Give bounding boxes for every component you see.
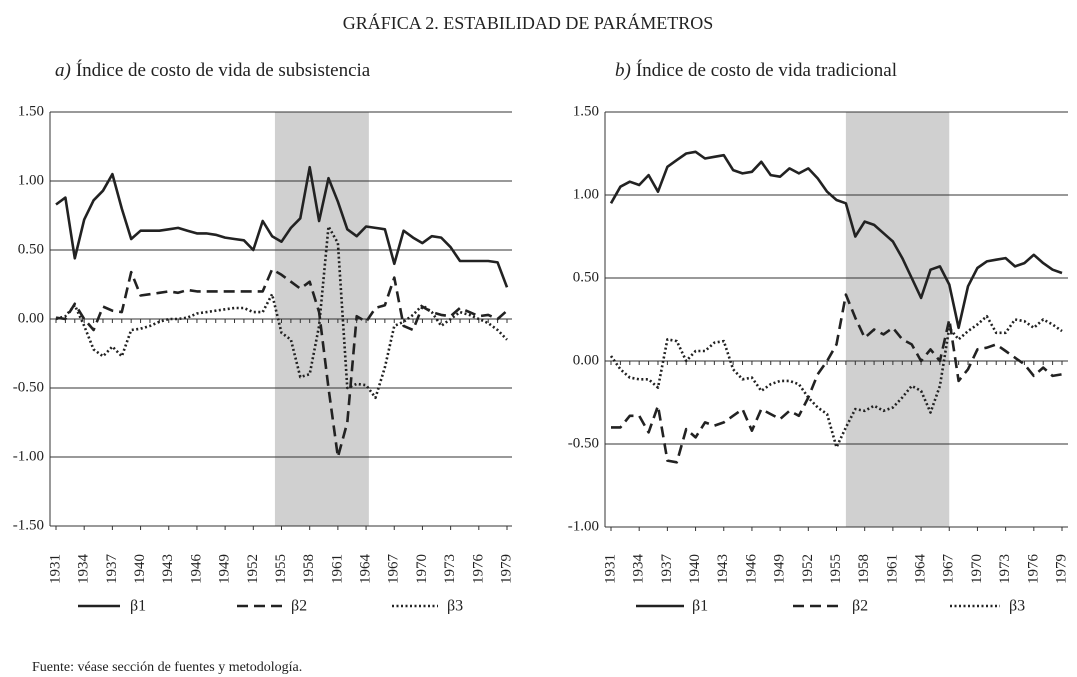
x-tick-label: 1979 bbox=[1053, 554, 1069, 584]
x-tick-label: 1961 bbox=[329, 554, 345, 584]
y-tick-label: -1.50 bbox=[13, 517, 44, 533]
y-tick-label: 0.00 bbox=[18, 310, 44, 326]
y-tick-label: -0.50 bbox=[568, 435, 599, 451]
x-tick-label: 1967 bbox=[941, 554, 957, 585]
x-tick-label: 1976 bbox=[1025, 554, 1041, 585]
x-tick-label: 1973 bbox=[997, 554, 1013, 584]
y-tick-label: 1.00 bbox=[573, 186, 599, 202]
chart-title: b) Índice de costo de vida tradicional bbox=[615, 59, 897, 81]
x-tick-label: 1946 bbox=[743, 554, 759, 585]
y-tick-label: 1.50 bbox=[18, 103, 44, 119]
legend-label: β2 bbox=[852, 598, 868, 615]
panel-title: Índice de costo de vida de subsistencia bbox=[76, 59, 371, 81]
series-line bbox=[55, 225, 508, 399]
main-title: GRÁFICA 2. ESTABILIDAD DE PARÁMETROS bbox=[343, 12, 713, 33]
x-tick-label: 1979 bbox=[498, 554, 514, 584]
legend-label: β3 bbox=[1009, 598, 1025, 615]
x-tick-label: 1964 bbox=[913, 554, 929, 585]
x-tick-label: 1958 bbox=[856, 554, 872, 584]
x-tick-label: 1934 bbox=[76, 554, 92, 585]
chart-title: a) Índice de costo de vida de subsistenci… bbox=[55, 59, 371, 81]
y-tick-label: -0.50 bbox=[13, 379, 44, 395]
x-tick-label: 1934 bbox=[631, 554, 647, 585]
x-tick-label: 1937 bbox=[659, 554, 675, 585]
x-tick-label: 1961 bbox=[884, 554, 900, 584]
legend-label: β2 bbox=[291, 598, 307, 615]
x-tick-label: 1931 bbox=[47, 554, 63, 584]
shaded-region bbox=[845, 112, 950, 527]
x-tick-label: 1970 bbox=[414, 554, 430, 584]
x-tick-label: 1943 bbox=[715, 554, 731, 584]
x-tick-label: 1946 bbox=[188, 554, 204, 585]
x-tick-label: 1940 bbox=[687, 554, 703, 584]
x-tick-label: 1967 bbox=[386, 554, 402, 585]
x-tick-label: 1973 bbox=[442, 554, 458, 584]
y-tick-label: -1.00 bbox=[13, 448, 44, 464]
x-tick-label: 1949 bbox=[217, 554, 233, 584]
y-tick-label: 0.00 bbox=[573, 352, 599, 368]
x-tick-label: 1955 bbox=[828, 554, 844, 584]
y-tick-label: -1.00 bbox=[568, 518, 599, 534]
series-line bbox=[609, 150, 1063, 330]
panel-title: Índice de costo de vida tradicional bbox=[636, 59, 897, 81]
y-tick-label: 0.50 bbox=[18, 241, 44, 257]
series-line bbox=[55, 165, 509, 288]
legend-label: β1 bbox=[130, 598, 146, 615]
x-tick-label: 1931 bbox=[602, 554, 618, 584]
series-line bbox=[55, 268, 508, 459]
legend-label: β1 bbox=[692, 598, 708, 615]
x-tick-label: 1952 bbox=[800, 554, 816, 584]
y-tick-label: 1.50 bbox=[573, 103, 599, 119]
x-tick-label: 1949 bbox=[772, 554, 788, 584]
y-tick-label: 1.00 bbox=[18, 172, 44, 188]
legend-label: β3 bbox=[447, 598, 463, 615]
x-tick-label: 1952 bbox=[245, 554, 261, 584]
panel-label: a) bbox=[55, 60, 71, 81]
x-tick-label: 1955 bbox=[273, 554, 289, 584]
panel-label: b) bbox=[615, 60, 631, 81]
y-tick-label: 0.50 bbox=[573, 269, 599, 285]
series-line bbox=[611, 293, 1063, 464]
x-tick-label: 1976 bbox=[470, 554, 486, 585]
x-tick-label: 1964 bbox=[358, 554, 374, 585]
x-tick-label: 1940 bbox=[132, 554, 148, 584]
x-tick-label: 1958 bbox=[301, 554, 317, 584]
x-tick-label: 1970 bbox=[969, 554, 985, 584]
source-note: Fuente: véase sección de fuentes y metod… bbox=[32, 660, 302, 675]
x-tick-label: 1943 bbox=[160, 554, 176, 584]
series-line bbox=[609, 314, 1063, 449]
x-tick-label: 1937 bbox=[104, 554, 120, 585]
